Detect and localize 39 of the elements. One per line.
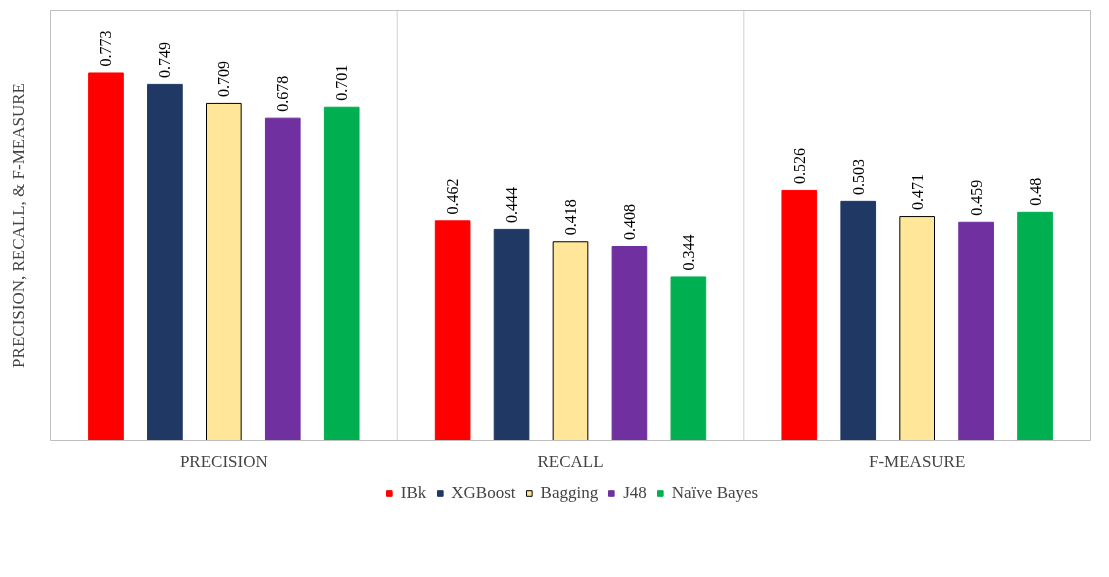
data-label: 0.773	[97, 30, 115, 67]
x-tick-label: PRECISION	[179, 451, 268, 471]
data-label: 0.462	[444, 178, 462, 215]
data-label: 0.678	[274, 75, 292, 112]
bar	[147, 83, 183, 441]
bar	[88, 72, 124, 441]
bar	[323, 106, 360, 441]
bar	[899, 216, 935, 441]
x-tick-label: F-MEASURE	[868, 451, 966, 471]
data-label: 0.503	[849, 158, 867, 195]
y-axis-title: PRECISION, RECALL, & F-MEASURE	[9, 83, 29, 368]
bar	[781, 189, 818, 441]
data-label: 0.709	[215, 60, 233, 97]
data-label: 0.749	[156, 41, 174, 78]
data-label: 0.459	[967, 179, 985, 216]
bar	[206, 102, 242, 441]
legend-label: XGBoost	[451, 483, 516, 503]
data-label: 0.418	[562, 199, 579, 236]
bar	[493, 228, 530, 441]
data-label: 0.408	[620, 204, 638, 241]
data-label: 0.444	[503, 186, 521, 223]
legend-label: IBk	[400, 483, 427, 503]
data-label: 0.48	[1026, 177, 1044, 206]
bar	[958, 221, 994, 441]
bar	[611, 246, 648, 441]
legend-label: Bagging	[540, 483, 599, 503]
data-label: 0.526	[790, 147, 808, 184]
bar	[670, 276, 707, 441]
data-label: 0.344	[679, 234, 697, 271]
data-label: 0.471	[908, 174, 926, 211]
bar	[434, 220, 471, 441]
data-label: 0.701	[333, 64, 351, 101]
bar	[264, 117, 301, 441]
bar	[840, 200, 877, 441]
x-tick-label: RECALL	[537, 451, 604, 471]
legend-label: J48	[623, 483, 647, 503]
bar	[552, 241, 589, 441]
legend-label: Naïve Bayes	[671, 483, 759, 503]
bar	[1017, 211, 1053, 441]
